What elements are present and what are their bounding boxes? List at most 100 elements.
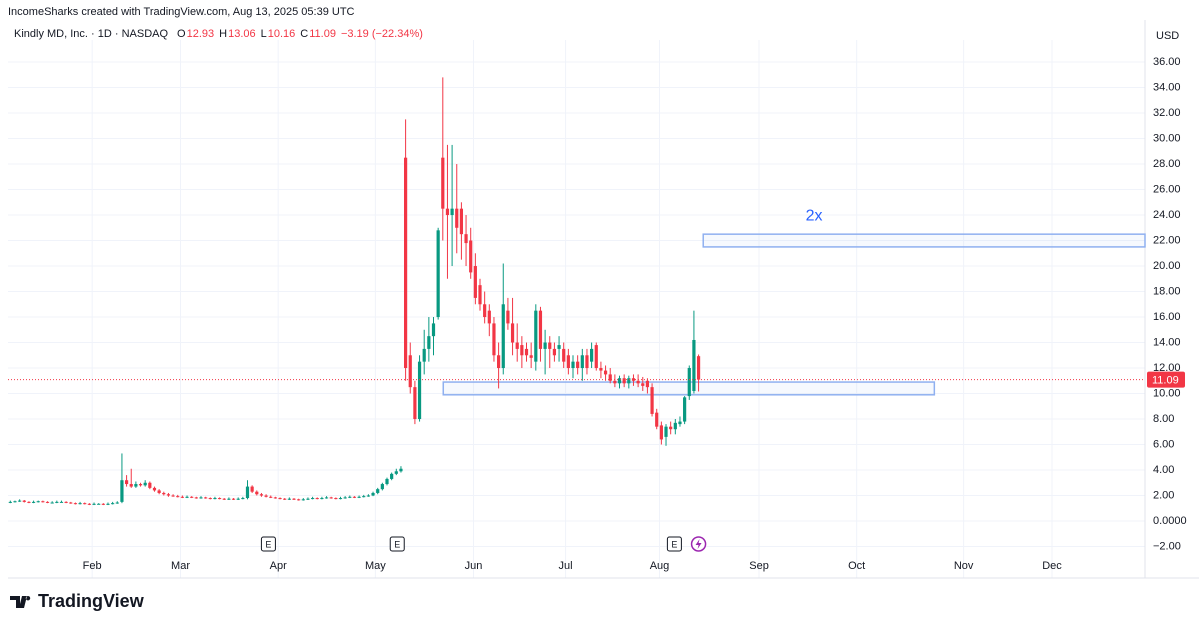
candle-body xyxy=(55,501,59,503)
y-tick-label: 34.00 xyxy=(1153,81,1181,93)
legend-letter: H xyxy=(219,28,227,40)
y-tick-label: 4.00 xyxy=(1153,464,1174,476)
candle-body xyxy=(617,378,622,384)
candle-body xyxy=(404,157,408,369)
x-tick-label: Nov xyxy=(954,560,974,572)
candle-body xyxy=(594,345,598,369)
candle-body xyxy=(348,496,352,498)
candle-body xyxy=(124,480,129,485)
y-tick-label: −2.00 xyxy=(1153,540,1181,552)
event-label: E xyxy=(394,539,400,549)
zone xyxy=(702,233,1146,248)
candle-body xyxy=(231,498,236,500)
candle-body xyxy=(678,421,682,425)
candle-body xyxy=(390,473,394,479)
y-tick-label: 18.00 xyxy=(1153,285,1181,297)
candle-body xyxy=(27,501,31,503)
legend-letter: C xyxy=(300,28,308,40)
event-box xyxy=(666,536,682,552)
x-tick-label: May xyxy=(365,560,386,572)
candle-body xyxy=(487,310,491,324)
candle-body xyxy=(324,497,329,499)
dividend-icon xyxy=(695,539,702,549)
candle-body xyxy=(399,468,403,472)
candle-body xyxy=(194,497,198,499)
candle-body xyxy=(417,361,422,420)
candle-body xyxy=(329,497,333,499)
candle-body xyxy=(338,498,343,500)
candle-body xyxy=(115,502,119,504)
candle-body xyxy=(492,323,496,356)
candle-body xyxy=(659,425,663,440)
candle-body xyxy=(59,501,64,503)
event-box xyxy=(389,536,405,552)
candle-body xyxy=(450,208,454,216)
candle-body xyxy=(8,501,12,503)
currency: USD xyxy=(1156,30,1179,42)
candle-body xyxy=(445,208,450,216)
candle-body xyxy=(352,496,357,498)
candle-body xyxy=(473,266,477,298)
candle-body xyxy=(408,355,412,388)
candle-body xyxy=(106,503,110,505)
candle-body xyxy=(376,489,380,493)
candle-body xyxy=(87,503,91,505)
candle-body xyxy=(436,230,440,318)
candle-body xyxy=(283,498,287,500)
candle-body xyxy=(524,348,529,356)
candle-body xyxy=(320,498,324,500)
candle-body xyxy=(534,310,538,362)
candle-body xyxy=(636,380,640,384)
y-tick-label: 32.00 xyxy=(1153,107,1181,119)
candle-body xyxy=(538,310,543,349)
y-tick-label: 22.00 xyxy=(1153,234,1181,246)
candle-body xyxy=(259,494,264,496)
candle-body xyxy=(599,368,603,371)
candle-body xyxy=(603,370,608,375)
candle-body xyxy=(655,412,659,427)
candle-body xyxy=(366,495,370,497)
candle-body xyxy=(222,498,226,500)
candle-body xyxy=(41,501,45,503)
candle-body xyxy=(362,496,366,498)
candle-body xyxy=(380,484,384,490)
candle-body xyxy=(687,368,691,397)
x-tick-label: Apr xyxy=(270,560,287,572)
candle-body xyxy=(180,496,184,498)
x-tick-label: Sep xyxy=(749,560,769,572)
candle-body xyxy=(315,498,319,500)
legend-value: 13.06 xyxy=(228,28,256,40)
candle-body xyxy=(78,503,82,505)
candle-body xyxy=(208,498,212,500)
candle-body xyxy=(287,498,291,500)
y-tick-label: 12.00 xyxy=(1153,362,1181,374)
candle-body xyxy=(571,361,575,369)
candle-body xyxy=(441,157,445,209)
legend-value: 12.93 xyxy=(187,28,215,40)
candle-body xyxy=(566,355,570,369)
candle-body xyxy=(250,486,254,492)
candle-body xyxy=(171,495,175,497)
candle-body xyxy=(608,374,612,381)
credit: IncomeSharks created with TradingView.co… xyxy=(8,6,355,18)
candle-body xyxy=(692,339,696,391)
legend-value: 10.16 xyxy=(268,28,296,40)
candle-body xyxy=(50,502,54,504)
candle-body xyxy=(129,484,133,487)
y-tick-label: 6.00 xyxy=(1153,438,1174,450)
candle-body xyxy=(520,345,524,356)
y-tick-label: 0.0000 xyxy=(1153,515,1187,527)
candle-body xyxy=(166,494,171,496)
legend: Kindly MD, Inc. · 1D · NASDAQ O 12.93 H 13.0… xyxy=(14,28,423,40)
candle-body xyxy=(148,482,152,488)
candle-body xyxy=(310,498,315,500)
x-tick-label: Jun xyxy=(465,560,483,572)
candle-body xyxy=(552,348,557,356)
candle-body xyxy=(483,304,487,318)
candle-body xyxy=(627,378,631,384)
candle-body xyxy=(13,501,17,503)
event-label: E xyxy=(671,539,677,549)
candle-body xyxy=(227,498,231,500)
candle-body xyxy=(217,498,222,500)
